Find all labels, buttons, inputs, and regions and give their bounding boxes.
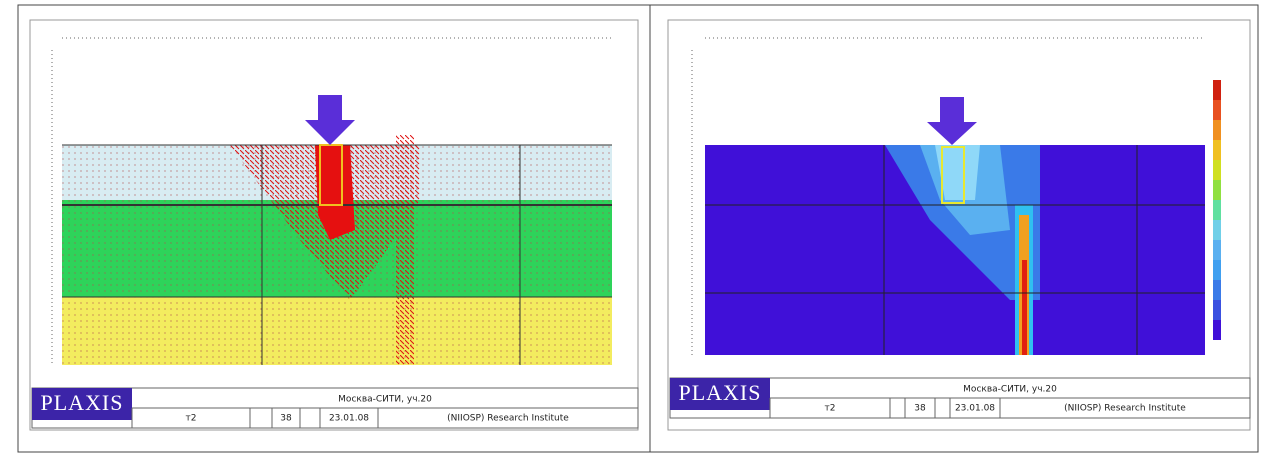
title-block-organization: (NIIOSP) Research Institute xyxy=(447,414,569,424)
project-title: Москва-СИТИ, уч.20 xyxy=(963,385,1057,395)
project-title: Москва-СИТИ, уч.20 xyxy=(338,395,432,405)
logo: PLAXIS xyxy=(678,380,761,405)
color-step xyxy=(1213,220,1221,240)
color-step xyxy=(1213,260,1221,280)
title-block-step: т2 xyxy=(825,404,836,414)
color-step xyxy=(1213,140,1221,160)
pile-contour xyxy=(1022,260,1027,355)
title-block: PLAXIS Москва-СИТИ, уч.20 т2 38 23.01.08 (NII… xyxy=(32,388,638,428)
title-block: PLAXIS Москва-СИТИ, уч.20 т2 38 23.01.08 (NII… xyxy=(670,378,1250,418)
color-step xyxy=(1213,300,1221,320)
screenshot: PLAXIS Москва-СИТИ, уч.20 т2 38 23.01.08 (NII… xyxy=(0,0,1276,457)
logo: PLAXIS xyxy=(40,390,123,415)
color-step xyxy=(1213,280,1221,300)
title-block-number: 38 xyxy=(914,404,926,414)
title-block-date: 23.01.08 xyxy=(955,404,995,414)
pile-vectors xyxy=(396,135,414,365)
right-panel xyxy=(668,20,1250,430)
title-block-organization: (NIIOSP) Research Institute xyxy=(1064,404,1186,414)
color-step xyxy=(1213,180,1221,200)
color-step xyxy=(1213,200,1221,220)
color-step xyxy=(1213,120,1221,140)
color-step xyxy=(1213,240,1221,260)
title-block-step: т2 xyxy=(186,414,197,424)
color-step xyxy=(1213,100,1221,120)
color-step xyxy=(1213,80,1221,100)
title-block-date: 23.01.08 xyxy=(329,414,369,424)
color-step xyxy=(1213,320,1221,340)
title-block-number: 38 xyxy=(280,414,292,424)
color-step xyxy=(1213,160,1221,180)
color-legend xyxy=(1213,80,1221,340)
left-panel xyxy=(30,20,638,430)
